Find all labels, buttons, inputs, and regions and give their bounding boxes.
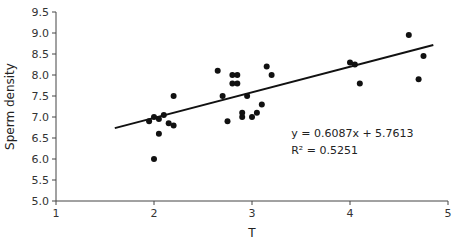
y-tick — [52, 33, 56, 34]
y-tick — [52, 159, 56, 160]
scatter-point — [220, 93, 226, 99]
y-tick-label: 8.5 — [32, 48, 50, 61]
y-tick — [52, 201, 56, 202]
y-tick — [52, 138, 56, 139]
scatter-point — [249, 114, 255, 120]
y-tick-label: 8.0 — [32, 69, 50, 82]
x-tick-label: 4 — [347, 207, 354, 220]
scatter-point — [151, 156, 157, 162]
annotation-line: R² = 0.5251 — [291, 144, 358, 157]
y-tick — [52, 12, 56, 13]
y-tick-label: 5.0 — [32, 195, 50, 208]
chart: 1 2 3 4 5 5.0 5.5 6.0 6.5 7.0 7.5 8.0 8.5 9.0 9.5 T Sper… — [0, 0, 462, 243]
x-axis-label: T — [247, 226, 256, 240]
x-tick — [448, 201, 449, 205]
scatter-point — [171, 93, 177, 99]
y-tick-label: 7.0 — [32, 111, 50, 124]
y-tick-label: 9.5 — [32, 6, 50, 19]
y-tick-label: 6.5 — [32, 132, 50, 145]
scatter-point — [239, 110, 245, 116]
x-tick-label: 5 — [445, 207, 452, 220]
y-tick-label: 6.0 — [32, 153, 50, 166]
scatter-point — [357, 80, 363, 86]
x-tick-label: 2 — [151, 207, 158, 220]
x-tick-label: 3 — [249, 207, 256, 220]
y-tick-label: 9.0 — [32, 27, 50, 40]
scatter-point — [215, 68, 221, 74]
scatter-point — [416, 76, 422, 82]
x-tick — [252, 201, 253, 205]
annotation-line: y = 0.6087x + 5.7613 — [291, 127, 413, 140]
y-tick — [52, 75, 56, 76]
x-tick — [154, 201, 155, 205]
scatter-point — [421, 53, 427, 59]
y-axis-line — [56, 12, 57, 201]
scatter-point — [259, 101, 265, 107]
y-axis-label: Sperm density — [3, 63, 17, 150]
x-tick — [56, 201, 57, 205]
y-tick-label: 5.5 — [32, 174, 50, 187]
annotation: y = 0.6087x + 5.7613 R² = 0.5251 — [291, 127, 413, 157]
x-tick — [350, 201, 351, 205]
scatter-point — [234, 80, 240, 86]
scatter-point — [264, 64, 270, 70]
y-tick — [52, 180, 56, 181]
scatter-point — [225, 118, 231, 124]
scatter-point — [406, 32, 412, 38]
scatter-point — [171, 122, 177, 128]
y-tick — [52, 54, 56, 55]
scatter-point — [156, 131, 162, 137]
y-tick — [52, 117, 56, 118]
scatter-point — [269, 72, 275, 78]
regression-line — [115, 45, 434, 128]
y-tick-label: 7.5 — [32, 90, 50, 103]
x-tick-label: 1 — [53, 207, 60, 220]
y-tick — [52, 96, 56, 97]
scatter-point — [234, 72, 240, 78]
plot-area — [115, 32, 434, 162]
scatter-point — [254, 110, 260, 116]
